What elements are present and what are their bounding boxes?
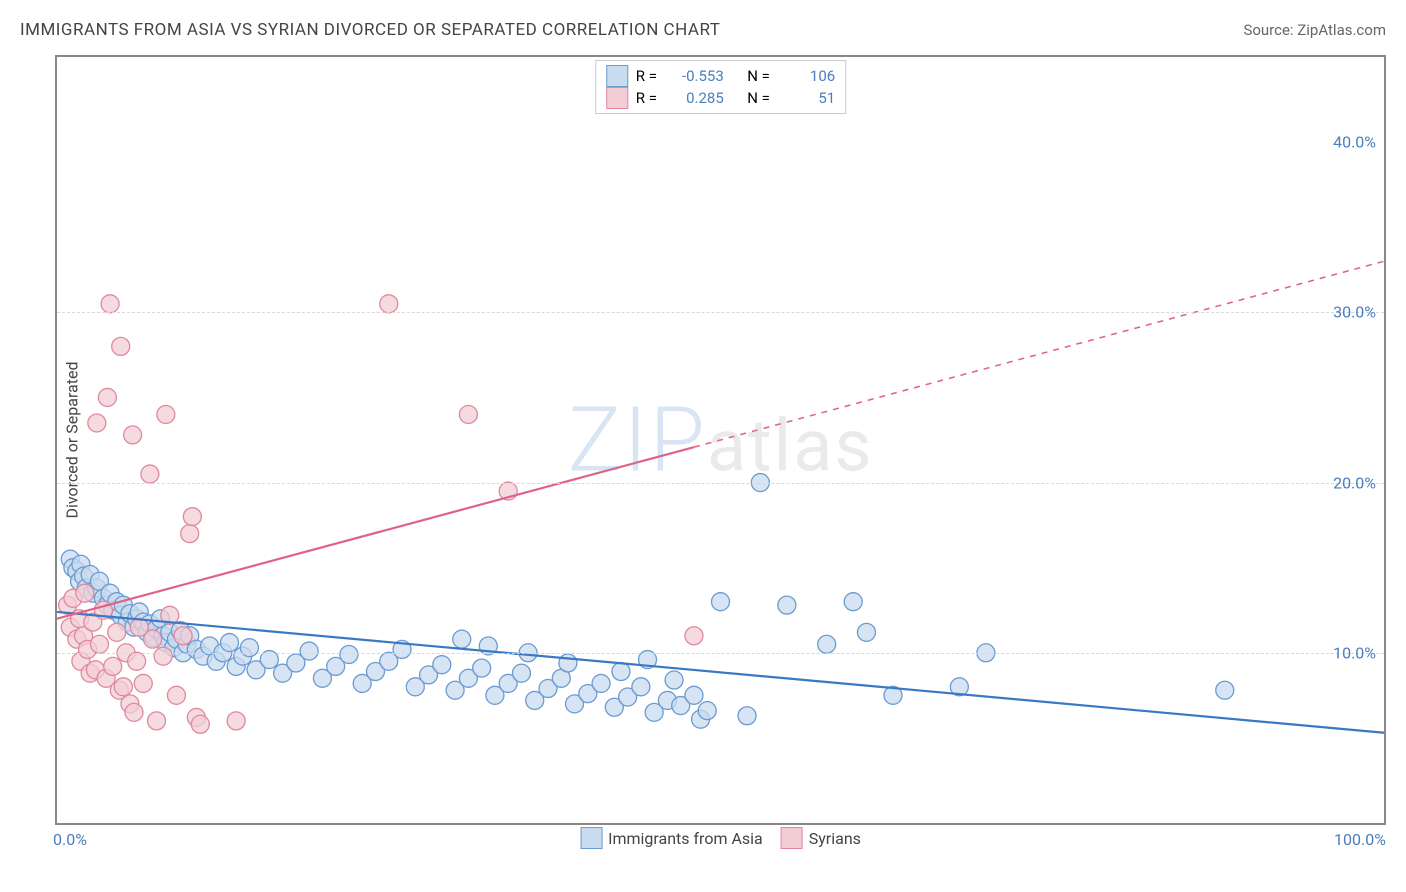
chart-area: Divorced or Separated ZIPatlas R =-0.553…	[55, 55, 1386, 825]
legend-item: Syrians	[781, 827, 861, 849]
legend-stat-row: R =0.285 N =51	[606, 87, 835, 109]
legend-stat-row: R =-0.553 N =106	[606, 65, 835, 87]
y-tick-label: 30.0%	[1333, 303, 1376, 322]
chart-title: IMMIGRANTS FROM ASIA VS SYRIAN DIVORCED …	[20, 20, 720, 40]
y-tick-label: 10.0%	[1333, 643, 1376, 662]
legend-item: Immigrants from Asia	[580, 827, 763, 849]
correlation-legend: R =-0.553 N =106R =0.285 N =51	[595, 60, 846, 114]
scatter-plot	[57, 57, 1384, 823]
series-swatch	[580, 827, 602, 849]
series-swatch	[781, 827, 803, 849]
series-swatch	[606, 87, 628, 109]
y-tick-label: 40.0%	[1333, 133, 1376, 152]
y-tick-label: 20.0%	[1333, 473, 1376, 492]
series-legend: Immigrants from Asia Syrians	[580, 827, 861, 849]
series-swatch	[606, 65, 628, 87]
source-attribution: Source: ZipAtlas.com	[1243, 21, 1386, 39]
x-tick-label: 100.0%	[1334, 830, 1386, 849]
x-tick-label: 0.0%	[53, 830, 87, 849]
